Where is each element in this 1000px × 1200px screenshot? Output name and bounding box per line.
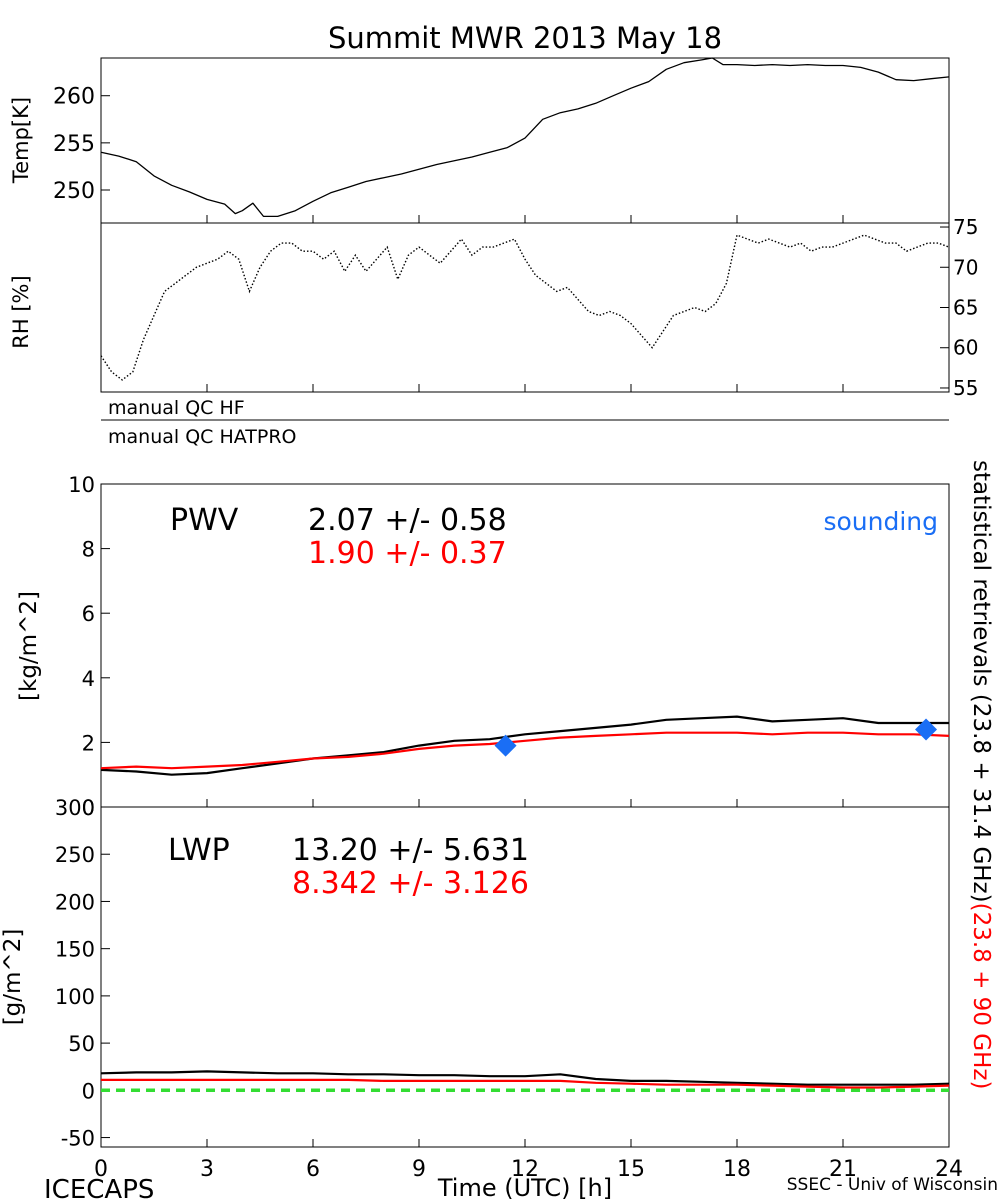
pwv-y-label: [kg/m^2] bbox=[16, 591, 42, 701]
lwp-x-tick-label: 24 bbox=[935, 1157, 963, 1182]
lwp-y-tick-label: 300 bbox=[55, 796, 95, 820]
lwp-y-tick-label: 250 bbox=[55, 843, 95, 867]
right-side-label-red: (23.8 + 90 GHz) bbox=[968, 903, 994, 1090]
qc-hf-label: manual QC HF bbox=[108, 397, 245, 419]
right-side-label: statistical retrievals (23.8 + 31.4 GHz)… bbox=[968, 460, 994, 1089]
temp-y-tick-label: 255 bbox=[53, 132, 95, 157]
rh-y-label: RH [%] bbox=[9, 275, 33, 348]
lwp-series-line-0 bbox=[100, 1070, 950, 1086]
rh-y-tick-label: 65 bbox=[953, 296, 978, 320]
pwv-y-tick-label: 8 bbox=[82, 538, 95, 562]
lwp-y-tick-label: 50 bbox=[68, 1032, 95, 1056]
rh-y-tick-label: 55 bbox=[953, 376, 978, 400]
pwv-annotation-title: PWV bbox=[170, 503, 239, 538]
lwp-x-tick-label: 15 bbox=[617, 1157, 645, 1182]
pwv-series-line-1 bbox=[100, 731, 950, 770]
lwp-series-line-1 bbox=[101, 1078, 950, 1089]
lwp-x-tick-label: 18 bbox=[723, 1157, 751, 1182]
lwp-y-tick-label: 0 bbox=[82, 1079, 95, 1103]
pwv-y-tick-label: 2 bbox=[82, 731, 95, 755]
lwp-annotation-red: 8.342 +/- 3.126 bbox=[292, 866, 529, 901]
figure-title: Summit MWR 2013 May 18 bbox=[328, 21, 722, 55]
lwp-y-tick-label: -50 bbox=[61, 1127, 95, 1151]
lwp-x-tick-label: 12 bbox=[511, 1157, 539, 1182]
pwv-annotation-sounding: sounding bbox=[823, 507, 938, 536]
lwp-y-label: [g/m^2] bbox=[0, 929, 26, 1026]
pwv-sounding-marker bbox=[494, 734, 517, 757]
lwp-y-tick-label: 200 bbox=[55, 890, 95, 914]
qc-hatpro-label: manual QC HATPRO bbox=[108, 426, 297, 448]
lwp-x-tick-label: 6 bbox=[306, 1157, 320, 1182]
rh-y-tick-label: 60 bbox=[953, 336, 978, 360]
lwp-x-tick-label: 9 bbox=[412, 1157, 426, 1182]
pwv-series-line-0 bbox=[100, 715, 949, 776]
pwv-annotation-red: 1.90 +/- 0.37 bbox=[308, 536, 507, 571]
pwv-annotation-black: 2.07 +/- 0.58 bbox=[308, 503, 507, 538]
lwp-x-tick-label: 21 bbox=[829, 1157, 857, 1182]
temp-y-tick-label: 250 bbox=[53, 179, 95, 204]
chart-marks: 25025526055606570750246810-5005010015020… bbox=[53, 57, 978, 1182]
temp-y-label: Temp[K] bbox=[9, 97, 33, 184]
rh-series-line bbox=[100, 234, 950, 381]
lwp-x-tick-label: 3 bbox=[200, 1157, 214, 1182]
x-axis-label: Time (UTC) [h] bbox=[437, 1174, 612, 1200]
footer-right: SSEC - Univ of Wisconsin bbox=[787, 1175, 998, 1195]
lwp-y-tick-label: 100 bbox=[55, 985, 95, 1009]
lwp-y-tick-label: 150 bbox=[55, 938, 95, 962]
right-side-label-black: statistical retrievals (23.8 + 31.4 GHz) bbox=[968, 460, 994, 903]
lwp-annotation-black: 13.20 +/- 5.631 bbox=[292, 833, 529, 868]
lwp-annotation-title: LWP bbox=[168, 833, 230, 868]
footer-left: ICECAPS bbox=[44, 1175, 154, 1200]
pwv-y-tick-label: 4 bbox=[82, 667, 95, 691]
pwv-y-tick-label: 0 bbox=[82, 796, 95, 820]
pwv-y-tick-label: 10 bbox=[68, 473, 95, 497]
pwv-sounding-marker bbox=[915, 718, 938, 741]
rh-y-tick-label: 70 bbox=[953, 255, 978, 279]
lwp-x-tick-label: 0 bbox=[94, 1157, 108, 1182]
temp-series-line-0 bbox=[100, 57, 950, 218]
pwv-y-tick-label: 6 bbox=[82, 602, 95, 626]
temp-y-tick-label: 260 bbox=[53, 85, 95, 110]
rh-y-tick-label: 75 bbox=[953, 215, 978, 239]
